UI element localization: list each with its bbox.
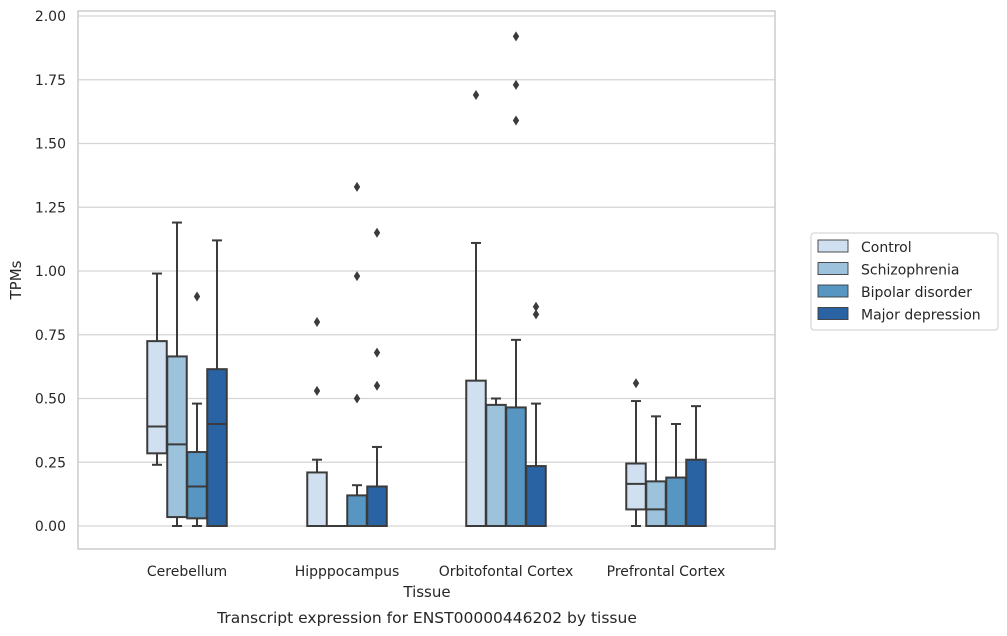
outlier-point	[193, 291, 201, 302]
box-iqr	[206, 368, 228, 527]
box-iqr	[525, 465, 547, 528]
x-tick-labels: Cerebellum Hipppocampus Orbitofontal Corte…	[147, 564, 725, 580]
outlier-point	[353, 393, 361, 404]
box-iqr	[186, 451, 208, 520]
legend: Control Schizophrenia Bipolar disorder Majo…	[810, 232, 999, 331]
outlier-point	[512, 79, 520, 90]
box-groups	[146, 31, 707, 528]
box-iqr	[465, 379, 487, 527]
box-schizophrenia	[645, 415, 667, 527]
x-tick-label: Prefrontal Cortex	[607, 564, 726, 580]
y-tick-label: 1.50	[35, 137, 66, 153]
box-schizophrenia	[485, 397, 507, 527]
legend-swatch	[817, 239, 849, 253]
outlier-point	[532, 301, 540, 312]
outlier-point	[472, 90, 480, 101]
x-tick-label: Cerebellum	[147, 564, 227, 580]
box-iqr	[485, 403, 507, 527]
box-control	[465, 90, 487, 527]
legend-label: Bipolar disorder	[861, 285, 972, 301]
legend-swatch	[817, 262, 849, 275]
box-bipolar-disorder	[186, 291, 208, 527]
legend-label: Schizophrenia	[861, 263, 959, 279]
outlier-point	[512, 115, 520, 126]
outlier-point	[532, 309, 540, 320]
outlier-point	[373, 227, 381, 238]
box-iqr	[625, 462, 647, 511]
outlier-point	[353, 271, 361, 282]
box-bipolar-disorder	[665, 423, 687, 527]
y-axis-label: TPMs	[7, 260, 25, 300]
y-tick-label: 0.50	[35, 392, 66, 408]
legend-label: Major depression	[861, 308, 981, 324]
box-iqr	[166, 355, 188, 519]
box-major-depression	[366, 227, 388, 528]
x-axis-label: Tissue	[402, 583, 450, 601]
outlier-point	[373, 380, 381, 391]
box-iqr	[665, 476, 687, 527]
box-iqr	[685, 458, 707, 528]
box-control	[306, 317, 328, 528]
box-schizophrenia	[166, 221, 188, 527]
box-major-depression	[525, 301, 547, 528]
box-major-depression	[685, 405, 707, 528]
box-iqr	[146, 340, 168, 455]
y-tick-label: 2.00	[35, 9, 66, 25]
y-tick-label: 0.75	[35, 328, 66, 344]
chart-caption: Transcript expression for ENST0000044620…	[216, 609, 637, 627]
legend-swatch	[817, 284, 849, 298]
y-tick-labels: 0.00 0.25 0.50 0.75 1.00 1.25 1.50 1.75 2.00	[35, 9, 66, 535]
y-tick-label: 1.25	[35, 200, 66, 216]
box-iqr	[346, 494, 368, 527]
outlier-point	[632, 378, 640, 389]
box-major-depression	[206, 239, 228, 527]
x-tick-label: Orbitofontal Cortex	[439, 564, 574, 580]
outlier-point	[512, 31, 520, 42]
outlier-point	[313, 317, 321, 327]
y-tick-label: 0.00	[35, 519, 66, 535]
legend-swatch	[817, 307, 849, 320]
box-iqr	[505, 406, 527, 527]
outlier-point	[313, 385, 321, 396]
outlier-point	[353, 181, 361, 192]
box-iqr	[645, 480, 667, 527]
box-iqr	[306, 471, 328, 528]
y-tick-label: 1.75	[35, 73, 66, 89]
legend-label: Control	[861, 240, 912, 256]
y-tick-label: 1.00	[35, 264, 66, 280]
y-tick-label: 0.25	[35, 455, 66, 471]
x-tick-label: Hipppocampus	[295, 564, 400, 580]
box-iqr	[366, 485, 388, 528]
outlier-point	[373, 347, 381, 358]
legend-frame	[810, 232, 999, 331]
box-bipolar-disorder	[346, 181, 368, 527]
plot-area-frame	[77, 10, 776, 550]
